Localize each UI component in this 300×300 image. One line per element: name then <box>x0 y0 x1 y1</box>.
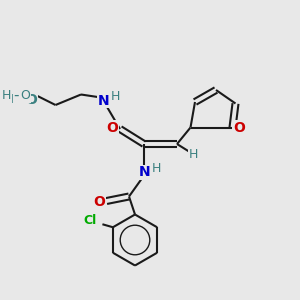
Text: H: H <box>10 93 20 106</box>
Text: O: O <box>106 121 119 134</box>
Text: -: - <box>14 88 19 103</box>
Text: N: N <box>139 166 150 179</box>
Text: N: N <box>98 94 109 107</box>
Text: O: O <box>26 93 38 106</box>
Text: H: H <box>189 148 198 161</box>
Text: H: H <box>2 89 11 102</box>
Text: -: - <box>22 93 28 106</box>
Text: H: H <box>111 89 120 103</box>
Text: Cl: Cl <box>84 214 97 227</box>
Text: O: O <box>21 89 30 102</box>
Text: O: O <box>233 121 245 134</box>
Text: O: O <box>94 195 106 208</box>
Text: H: H <box>152 161 161 175</box>
